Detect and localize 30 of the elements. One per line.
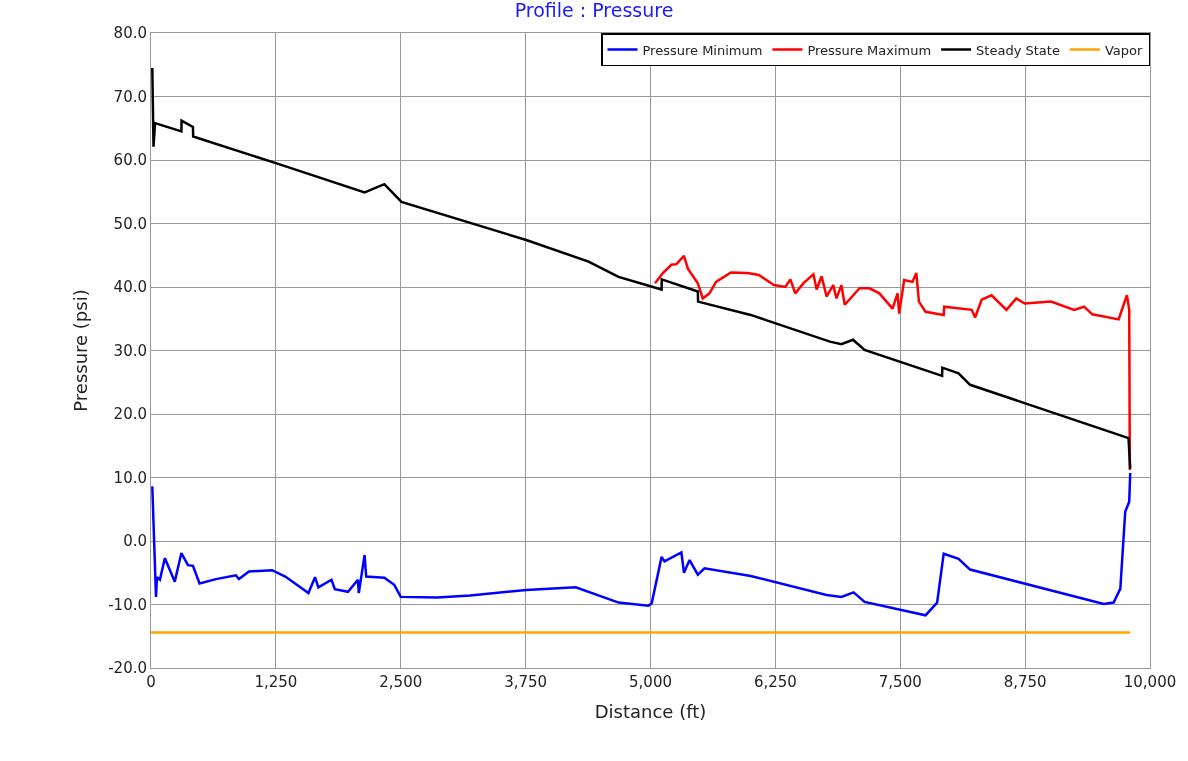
y-tick-label: 40.0 — [113, 278, 147, 297]
y-tick-label: 60.0 — [113, 151, 147, 170]
x-tick-label: 10,000 — [1123, 673, 1177, 691]
y-tick-label: 20.0 — [113, 405, 147, 424]
legend-label: Pressure Maximum — [807, 42, 932, 58]
legend-label: Steady State — [976, 42, 1060, 58]
line-series — [151, 66, 1132, 470]
legend-label: Vapor — [1104, 42, 1143, 58]
x-tick-label: 5,000 — [629, 673, 672, 691]
y-tick-label: 80.0 — [113, 24, 147, 43]
x-tick-label: 3,750 — [504, 673, 548, 691]
line-series — [151, 471, 1132, 617]
y-tick-label: 50.0 — [113, 214, 147, 233]
y-tick-label: 70.0 — [113, 87, 147, 106]
x-axis-title: Distance (ft) — [594, 701, 707, 723]
y-tick-label: -20.0 — [108, 659, 147, 678]
legend-label: Pressure Minimum — [642, 42, 763, 58]
x-tick-label: 2,500 — [379, 673, 423, 691]
y-tick-label: 30.0 — [113, 341, 147, 360]
x-tick-label: 1,250 — [254, 673, 298, 691]
x-tick-label: 8,750 — [1003, 673, 1047, 691]
x-tick-label: 6,250 — [753, 673, 797, 691]
line-series — [653, 254, 1132, 472]
y-tick-label: 10.0 — [113, 468, 147, 487]
x-tick-label: 7,500 — [878, 673, 922, 691]
y-tick-label: 0.0 — [123, 532, 147, 551]
chart-title: Profile : Pressure — [514, 0, 674, 22]
y-axis-title: Pressure (psi) — [70, 289, 92, 412]
y-tick-label: -10.0 — [108, 595, 147, 614]
x-tick-label: 0 — [146, 673, 156, 691]
